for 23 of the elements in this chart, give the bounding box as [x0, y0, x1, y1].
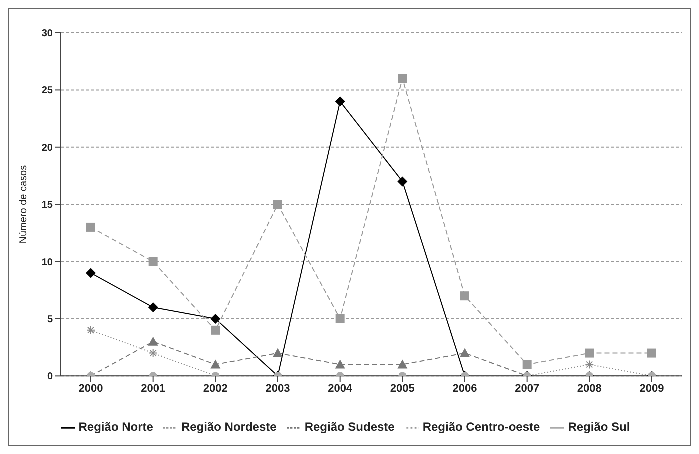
y-tick-label: 25 — [42, 86, 54, 97]
x-tick-label: 2007 — [515, 382, 540, 395]
x-tick-label: 2000 — [78, 382, 104, 395]
y-axis-title: Número de casos — [18, 165, 30, 244]
x-tick-label: 2003 — [266, 382, 290, 395]
x-tick-label: 2009 — [640, 382, 664, 395]
x-tick-label: 2006 — [452, 382, 478, 395]
y-tick-label: 15 — [42, 200, 54, 212]
y-tick-label: 10 — [42, 257, 54, 268]
y-tick-label: 0 — [47, 372, 54, 383]
x-tick-label: 2005 — [390, 382, 415, 395]
y-tick-label: 5 — [47, 314, 54, 326]
x-tick-label: 2002 — [203, 382, 228, 395]
x-tick-label: 2001 — [141, 382, 166, 395]
x-tick-label: 2008 — [577, 382, 602, 395]
legend-label: Região Centro-oeste — [422, 420, 540, 434]
y-tick-label: 20 — [42, 142, 54, 154]
legend-label: Região Norte — [78, 420, 154, 434]
y-tick-label: 30 — [42, 28, 54, 40]
x-tick-label: 2004 — [328, 382, 354, 395]
legend-label: Região Sul — [568, 420, 630, 434]
legend-label: Região Sudeste — [304, 420, 395, 434]
legend-label: Região Nordeste — [181, 420, 277, 434]
